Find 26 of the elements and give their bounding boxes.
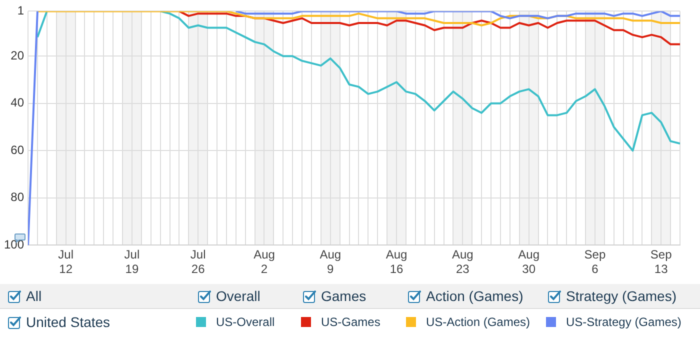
y-tick-label: 20 <box>10 48 24 62</box>
x-tick-label: Jul 12 <box>58 248 74 276</box>
x-tick-label: Aug 23 <box>452 248 474 276</box>
legend-label: US-Games <box>321 315 380 329</box>
x-tick-label: Jul 19 <box>124 248 140 276</box>
x-tick-label: Aug 16 <box>386 248 408 276</box>
legend-label: US-Overall <box>216 315 275 329</box>
x-tick-label: Sep 13 <box>650 248 672 276</box>
y-tick-label: 60 <box>10 142 24 157</box>
legend-label: US-Action (Games) <box>426 315 530 329</box>
text: Overall <box>216 288 260 304</box>
text: United States <box>26 314 110 330</box>
legend-label: US-Strategy (Games) <box>566 315 682 329</box>
text: Action (Games) <box>426 288 524 304</box>
y-tick-label: 40 <box>10 96 24 110</box>
text: Games <box>321 288 366 304</box>
text: Strategy (Games) <box>566 288 676 304</box>
y-tick-label: 1 <box>17 4 24 18</box>
y-tick-label: 100 <box>4 238 24 252</box>
x-tick-label: Sep 6 <box>584 248 606 276</box>
x-tick-label: Jul 26 <box>190 248 206 276</box>
y-tick-label: 80 <box>10 190 24 204</box>
x-tick-label: Aug 30 <box>518 248 540 276</box>
x-tick-label: Aug 2 <box>254 248 275 276</box>
x-tick-label: Aug 9 <box>320 248 342 276</box>
text: All <box>26 288 42 304</box>
